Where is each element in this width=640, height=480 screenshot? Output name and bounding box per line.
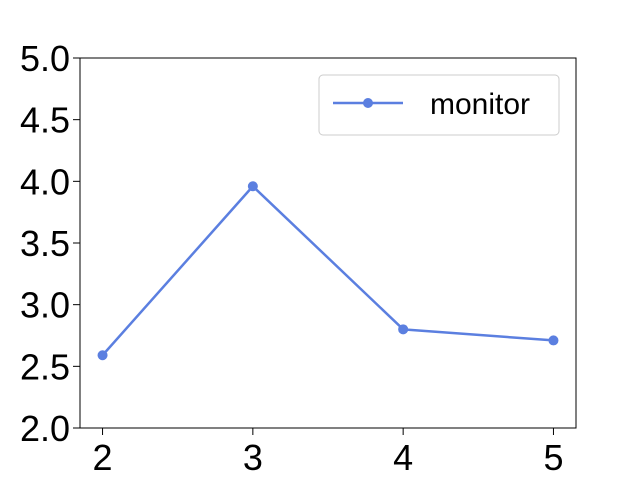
data-point bbox=[247, 181, 258, 192]
y-tick-label: 2.0 bbox=[20, 408, 70, 449]
y-tick-label: 2.5 bbox=[20, 346, 70, 387]
legend: monitor bbox=[318, 74, 560, 136]
x-tick-label: 4 bbox=[393, 437, 413, 478]
y-tick-label: 5.0 bbox=[20, 38, 70, 79]
y-tick-label: 3.0 bbox=[20, 285, 70, 326]
series-line-monitor bbox=[101, 185, 554, 357]
series-layer bbox=[97, 181, 559, 361]
legend-label-monitor: monitor bbox=[430, 88, 530, 121]
y-tick-label: 3.5 bbox=[20, 223, 70, 264]
data-point bbox=[97, 350, 108, 361]
x-tick-label: 5 bbox=[543, 437, 563, 478]
y-tick-label: 4.5 bbox=[20, 100, 70, 141]
y-tick-label: 4.0 bbox=[20, 161, 70, 202]
legend-marker-swatch bbox=[363, 98, 373, 108]
data-point bbox=[548, 335, 559, 346]
x-tick-label: 3 bbox=[243, 437, 263, 478]
legend-box bbox=[318, 74, 560, 136]
y-axis: 2.0 2.5 3.0 3.5 4.0 4.5 5.0 bbox=[20, 38, 80, 449]
x-axis: 2 3 4 5 bbox=[93, 428, 563, 478]
x-tick-label: 2 bbox=[93, 437, 113, 478]
data-point bbox=[398, 324, 409, 335]
